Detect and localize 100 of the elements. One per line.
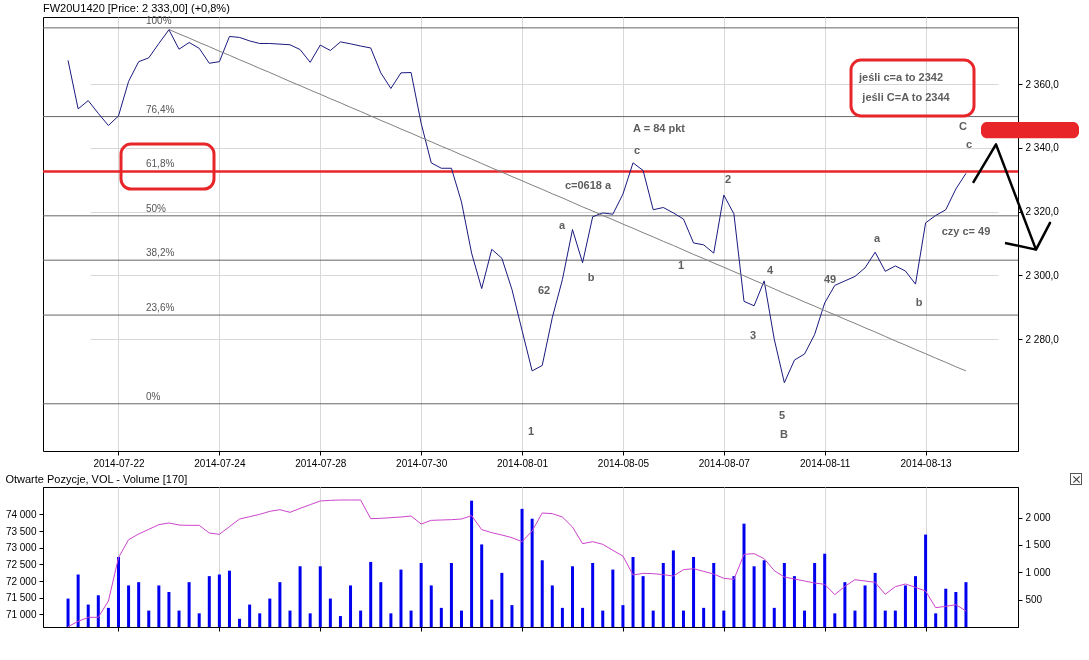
bar: [863, 585, 867, 627]
bar: [449, 563, 453, 627]
y2-tick-label: 1 000: [1025, 566, 1051, 578]
bar: [116, 557, 120, 627]
annotation: 49: [823, 272, 837, 285]
annotation: 3: [749, 329, 757, 342]
annotation: c=0618 a: [564, 179, 612, 192]
bar: [318, 566, 322, 627]
bar: [823, 553, 827, 627]
x-tick-label: 2014-07-22: [93, 457, 145, 469]
bar: [722, 610, 726, 627]
bar: [581, 607, 585, 627]
bar: [187, 582, 191, 627]
annotation: a: [873, 231, 881, 244]
bar: [833, 613, 837, 627]
bar: [560, 607, 564, 627]
bar: [359, 610, 363, 627]
bar: [873, 572, 877, 627]
chart-title: FW20U1420 [Price: 2 333,00] (+0,8%): [43, 1, 230, 14]
y-tick-label: 2 280,0: [1025, 333, 1060, 345]
annotation: a: [558, 218, 566, 231]
bar: [137, 582, 141, 627]
bar: [934, 613, 938, 627]
chart-title: Otwarte Pozycje, VOL - Volume [170]: [5, 473, 188, 485]
bar: [460, 610, 464, 627]
annotation: B: [780, 428, 789, 441]
ref-line-label: 23,6%: [146, 302, 175, 314]
ref-line-label: 61,8%: [146, 158, 175, 170]
bar: [470, 500, 474, 627]
bar: [439, 607, 443, 627]
bar: [631, 557, 635, 627]
x-tick-label: 2014-08-07: [698, 457, 751, 469]
bar: [369, 561, 373, 627]
annotation: c: [633, 144, 641, 157]
bar: [480, 544, 484, 627]
bar: [268, 598, 272, 627]
annotation: 62: [537, 284, 551, 297]
bar: [328, 598, 332, 627]
y-tick-label: 71 500: [5, 592, 37, 604]
bar: [288, 610, 292, 627]
annotation: c: [965, 137, 973, 150]
bar: [803, 610, 807, 627]
bar: [752, 566, 756, 627]
ref-line-label: 0%: [146, 390, 161, 402]
bar: [651, 610, 655, 627]
y2-tick-label: 500: [1025, 594, 1043, 606]
bar: [66, 598, 70, 627]
bar: [258, 613, 262, 627]
line-series: [67, 499, 967, 627]
x-tick-label: 2014-08-13: [900, 457, 953, 469]
bar: [621, 605, 625, 627]
annotation: 1: [527, 424, 535, 437]
bar: [550, 585, 554, 627]
bar: [813, 563, 817, 627]
bar: [601, 610, 605, 627]
annotation: 2: [724, 172, 732, 185]
bar: [76, 574, 80, 627]
y-tick-label: 72 500: [5, 558, 37, 570]
bar: [106, 607, 110, 627]
bar: [661, 563, 665, 627]
bar: [641, 576, 645, 627]
annotation: 5: [778, 408, 786, 421]
y-tick-label: 71 000: [5, 608, 37, 620]
y-tick-label: 2 320,0: [1025, 206, 1060, 218]
bar: [227, 570, 231, 627]
y-tick-label: 73 000: [5, 542, 37, 554]
bar: [157, 585, 161, 627]
bar: [490, 599, 494, 627]
bar: [914, 576, 918, 627]
bar: [177, 610, 181, 627]
bar: [702, 607, 706, 627]
bar: [772, 607, 776, 627]
bar: [792, 576, 796, 627]
annotation: A = 84 pkt: [633, 121, 686, 134]
x-tick-label: 2014-08-01: [496, 457, 549, 469]
bar: [540, 560, 544, 627]
bar: [399, 569, 403, 627]
bar: [903, 585, 907, 627]
bar: [147, 610, 151, 627]
y-tick-label: 2 360,0: [1025, 78, 1060, 90]
bar: [248, 604, 252, 627]
bar: [338, 616, 342, 627]
bar: [389, 613, 393, 627]
bar: [520, 508, 524, 627]
annotation: b: [915, 295, 923, 308]
bar: [944, 588, 948, 627]
annotation: 4: [766, 263, 774, 276]
ref-line-label: 100%: [146, 14, 172, 26]
bar: [308, 613, 312, 627]
bar: [954, 592, 958, 627]
bar: [924, 534, 928, 627]
y-tick-label: 2 300,0: [1025, 269, 1060, 281]
bar: [611, 569, 615, 627]
bar: [782, 563, 786, 627]
bar: [298, 566, 302, 627]
bar: [207, 576, 211, 627]
bar: [893, 610, 897, 627]
bar: [712, 563, 716, 627]
bar: [500, 572, 504, 627]
bar: [964, 582, 968, 627]
